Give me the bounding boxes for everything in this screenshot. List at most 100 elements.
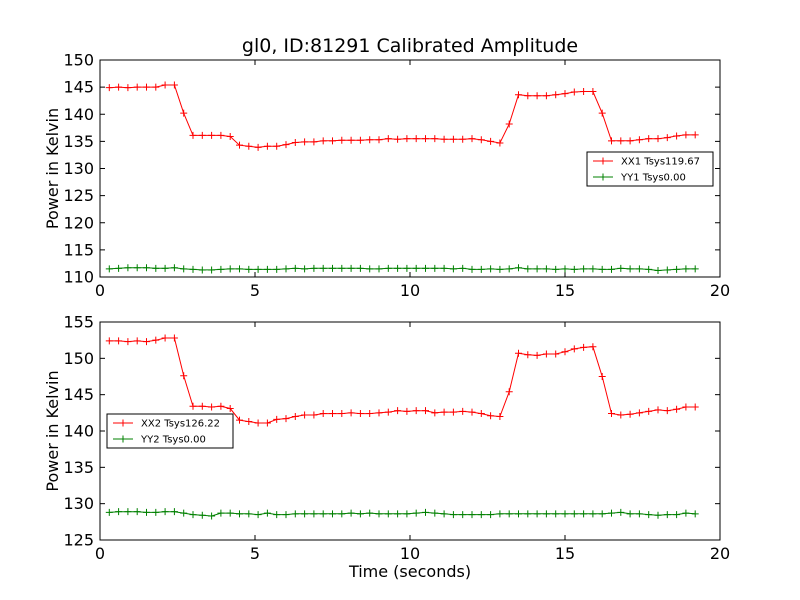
- data-point-marker: [301, 411, 309, 419]
- data-point-marker: [263, 509, 271, 517]
- y-tick-label: 145: [63, 385, 94, 404]
- data-point-marker: [552, 265, 560, 273]
- data-point-marker: [291, 264, 299, 272]
- data-point-marker: [329, 264, 336, 272]
- data-point-marker: [310, 510, 318, 518]
- data-point-marker: [635, 136, 643, 144]
- data-point-marker: [282, 265, 290, 273]
- data-point-marker: [115, 83, 123, 91]
- data-point-marker: [673, 132, 681, 140]
- data-point-marker: [356, 264, 364, 272]
- data-point-marker: [301, 265, 309, 273]
- data-point-marker: [505, 388, 513, 396]
- data-point-marker: [542, 265, 550, 273]
- data-point-marker: [273, 415, 281, 423]
- data-point-marker: [356, 510, 364, 518]
- data-point-marker: [198, 131, 206, 139]
- data-point-marker: [673, 405, 681, 413]
- data-point-marker: [496, 412, 504, 420]
- data-point-marker: [226, 265, 234, 273]
- y-tick-label: 150: [63, 51, 94, 70]
- data-point-marker: [384, 510, 392, 518]
- data-point-marker: [189, 265, 197, 273]
- data-point-marker: [152, 264, 160, 272]
- data-point-marker: [673, 511, 681, 519]
- data-point-marker: [691, 403, 699, 411]
- data-point-marker: [691, 265, 699, 273]
- data-point-marker: [366, 265, 374, 273]
- data-point-marker: [468, 511, 476, 519]
- data-point-marker: [422, 508, 429, 516]
- x-tick-label: 0: [95, 544, 105, 563]
- data-point-marker: [394, 510, 402, 518]
- data-point-marker: [310, 411, 318, 419]
- data-point-marker: [617, 508, 625, 516]
- data-point-marker: [552, 510, 560, 518]
- data-point-marker: [347, 136, 355, 144]
- data-point-marker: [338, 264, 346, 272]
- data-point-marker: [105, 508, 113, 516]
- data-point-marker: [440, 510, 448, 518]
- data-point-marker: [477, 410, 485, 418]
- data-point-marker: [654, 135, 662, 143]
- data-point-marker: [635, 409, 643, 417]
- data-point-marker: [626, 510, 634, 518]
- data-point-marker: [105, 337, 113, 345]
- x-tick-label: 0: [95, 281, 105, 300]
- data-point-marker: [124, 508, 132, 516]
- data-point-marker: [208, 131, 216, 139]
- data-point-marker: [570, 265, 578, 273]
- data-point-marker: [217, 265, 225, 273]
- data-point-marker: [133, 83, 141, 91]
- data-point-marker: [617, 137, 625, 145]
- y-tick-label: 130: [63, 494, 94, 513]
- data-point-marker: [347, 509, 355, 517]
- data-point-marker: [533, 265, 541, 273]
- data-point-marker: [245, 510, 253, 518]
- data-point-marker: [691, 510, 699, 518]
- data-point-marker: [375, 510, 383, 518]
- data-point-marker: [515, 264, 522, 272]
- legend-entry-label: XX1 Tsys119.67: [621, 157, 700, 168]
- data-point-marker: [254, 511, 262, 519]
- data-point-marker: [645, 407, 653, 415]
- data-point-marker: [431, 409, 439, 417]
- data-point-marker: [477, 511, 485, 519]
- data-point-marker: [208, 266, 216, 274]
- data-point-marker: [403, 510, 411, 518]
- data-point-marker: [124, 264, 132, 272]
- data-point-marker: [682, 265, 690, 273]
- data-point-marker: [161, 264, 169, 272]
- data-point-marker: [505, 120, 513, 128]
- data-point-marker: [580, 87, 588, 95]
- data-point-marker: [310, 264, 318, 272]
- data-point-marker: [598, 373, 606, 380]
- data-point-marker: [273, 265, 281, 273]
- data-point-marker: [384, 264, 392, 272]
- data-point-marker: [449, 511, 457, 519]
- data-point-marker: [580, 343, 588, 351]
- data-point-marker: [319, 410, 327, 418]
- data-point-marker: [533, 92, 541, 100]
- x-tick-label: 15: [555, 281, 575, 300]
- data-point-marker: [143, 508, 150, 516]
- data-point-marker: [496, 265, 504, 273]
- data-point-marker: [105, 265, 113, 273]
- data-point-marker: [608, 410, 615, 418]
- y-tick-label: 135: [63, 458, 94, 477]
- data-point-marker: [663, 407, 671, 415]
- series-line-yy: [109, 511, 696, 517]
- data-point-marker: [319, 137, 327, 145]
- x-tick-label: 20: [710, 281, 730, 300]
- data-point-marker: [319, 510, 327, 518]
- x-tick-label: 10: [400, 544, 420, 563]
- y-tick-label: 130: [63, 159, 94, 178]
- data-point-marker: [412, 509, 420, 517]
- data-point-marker: [217, 402, 225, 410]
- data-point-marker: [347, 409, 355, 417]
- data-point-marker: [282, 511, 290, 519]
- data-point-marker: [115, 508, 123, 516]
- data-point-marker: [329, 137, 336, 145]
